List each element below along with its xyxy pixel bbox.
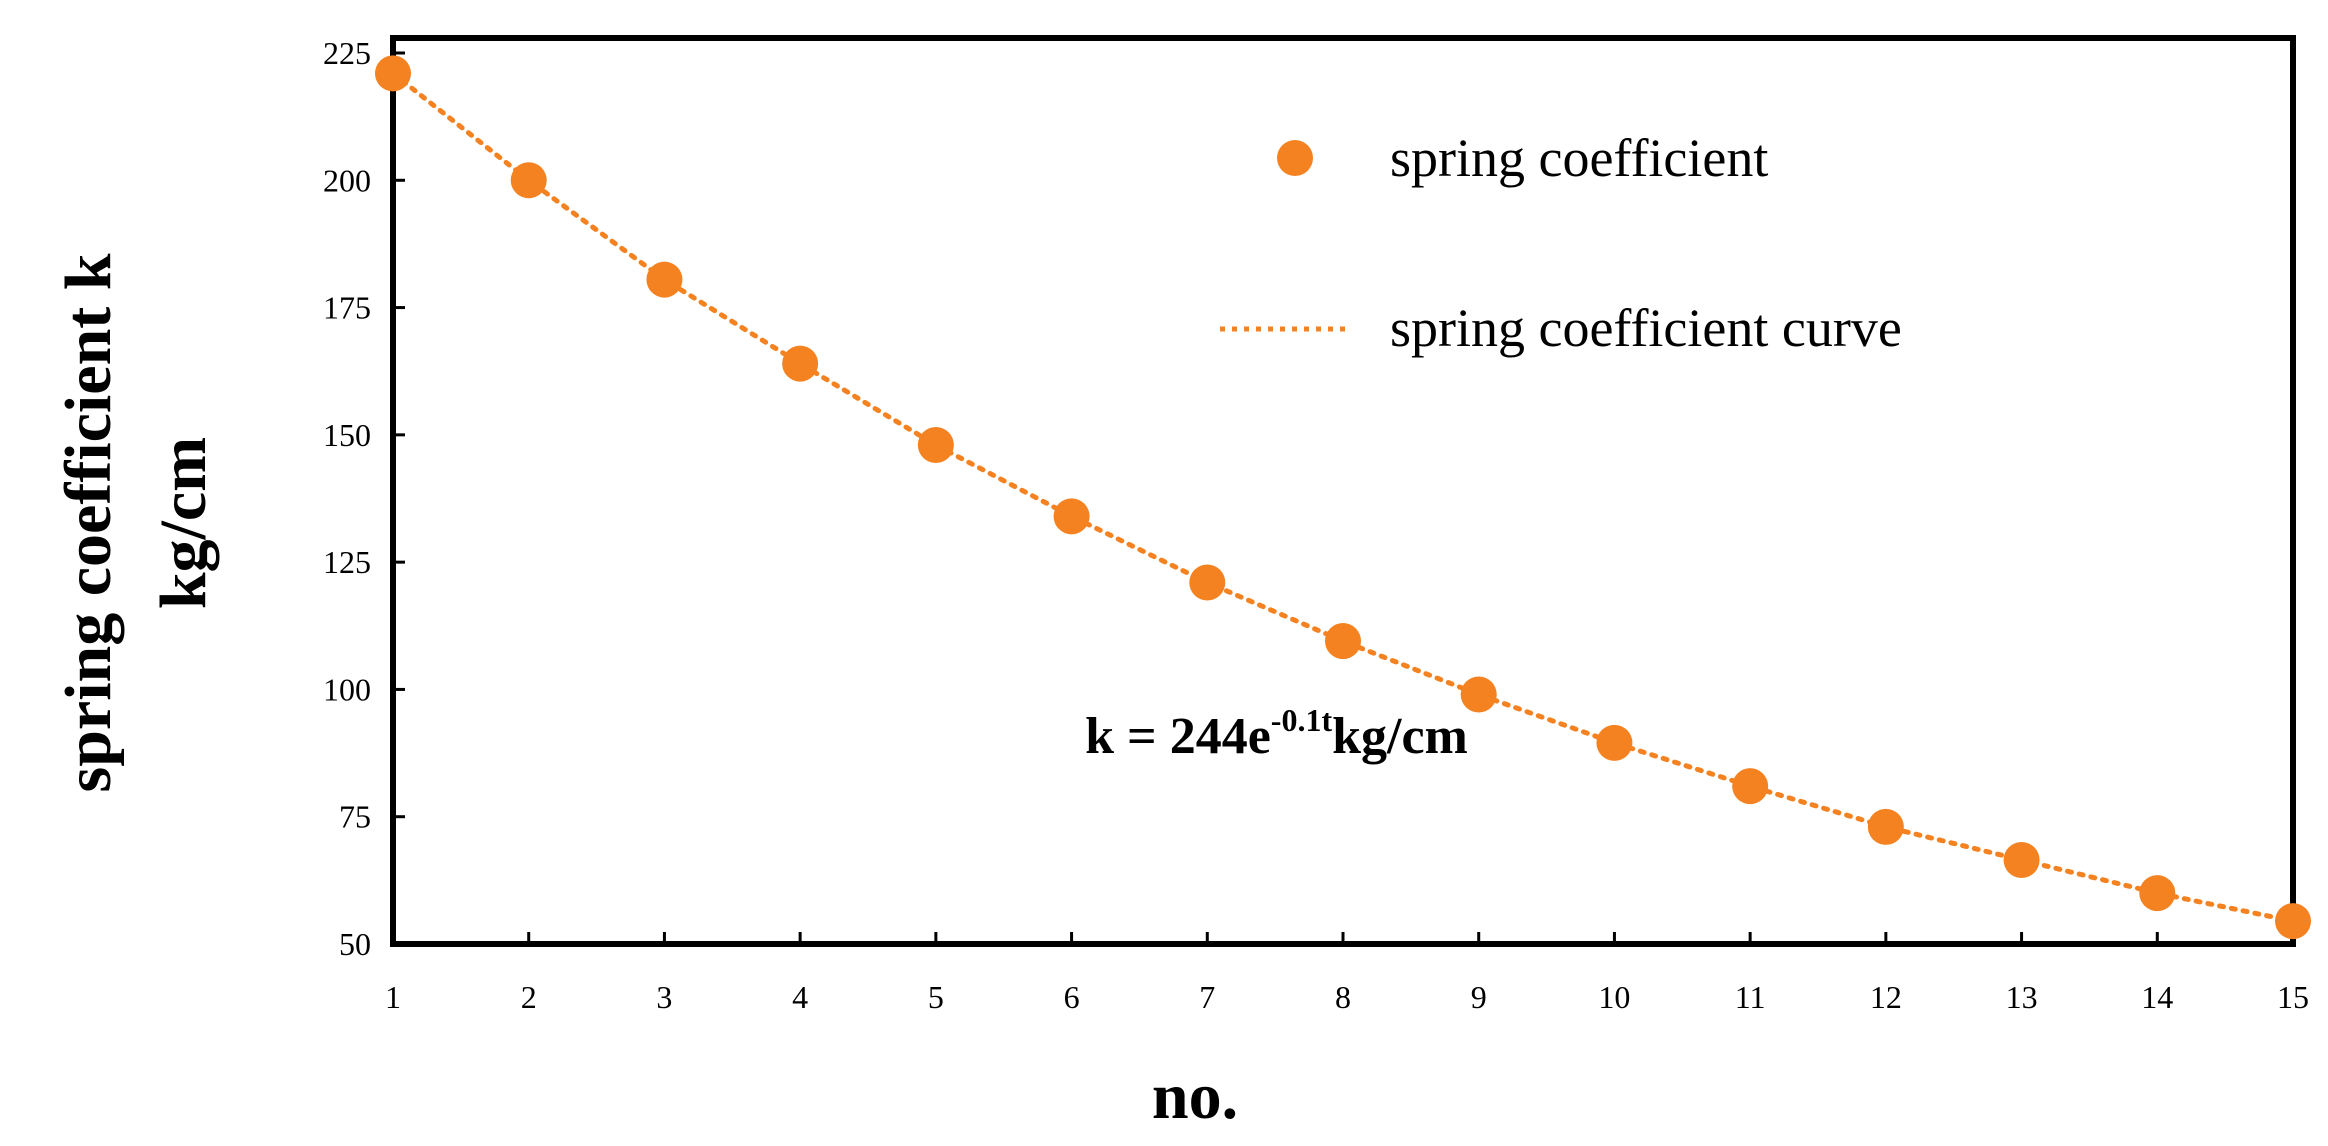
- x-tick-label: 3: [656, 979, 672, 1015]
- equation-exponent: -0.1t: [1271, 702, 1333, 738]
- x-tick-label: 8: [1335, 979, 1351, 1015]
- y-tick-label: 175: [323, 290, 371, 326]
- legend-marker-icon: [1277, 140, 1313, 176]
- x-axis-ticks: 1 2 3 4 5 6 7 8 9 10 11 12 13 14 15: [385, 932, 2309, 1015]
- y-tick-label: 200: [323, 162, 371, 198]
- equation-suffix: kg/cm: [1332, 708, 1468, 765]
- y-tick-label: 150: [323, 417, 371, 453]
- y-tick-label: 100: [323, 671, 371, 707]
- data-point: [2139, 875, 2176, 912]
- x-tick-label: 14: [2141, 979, 2173, 1015]
- x-tick-label: 10: [1598, 979, 1630, 1015]
- y-axis-title-line2: kg/cm: [147, 437, 220, 609]
- x-tick-label: 4: [792, 979, 808, 1015]
- data-point: [375, 55, 411, 92]
- data-point: [510, 162, 547, 199]
- y-tick-label: 125: [323, 544, 371, 580]
- data-point: [1596, 724, 1633, 761]
- data-point: [917, 427, 954, 464]
- data-point: [2275, 903, 2311, 940]
- x-tick-label: 7: [1199, 979, 1215, 1015]
- point-series: [375, 55, 2311, 940]
- x-tick-label: 1: [385, 979, 401, 1015]
- plot-area-frame: [390, 35, 2296, 947]
- legend-label-curve: spring coefficient curve: [1390, 298, 1902, 358]
- data-point: [1325, 623, 1361, 660]
- data-point: [1189, 564, 1226, 601]
- y-tick-label: 225: [323, 35, 371, 71]
- data-point: [2003, 841, 2040, 878]
- curve-line: [390, 70, 2296, 924]
- x-tick-label: 2: [521, 979, 537, 1015]
- x-tick-label: 11: [1735, 979, 1766, 1015]
- y-axis-ticks: 50 75 100 125 150 175 200 225: [323, 35, 405, 962]
- equation-annotation: k = 244e-0.1tkg/cm: [1085, 702, 1468, 765]
- x-tick-label: 13: [2006, 979, 2038, 1015]
- y-axis-title-line1: spring coefficient k: [52, 253, 125, 792]
- data-point: [1867, 808, 1904, 845]
- data-point: [782, 345, 819, 382]
- x-tick-label: 12: [1870, 979, 1902, 1015]
- legend-label-points: spring coefficient: [1390, 128, 1768, 188]
- x-tick-label: 9: [1471, 979, 1487, 1015]
- legend: spring coefficient spring coefficient cu…: [1220, 128, 1902, 358]
- equation-prefix: k = 244e: [1085, 708, 1271, 765]
- y-tick-label: 50: [339, 926, 371, 962]
- x-tick-label: 6: [1064, 979, 1080, 1015]
- data-point: [1460, 676, 1497, 713]
- curve-series: [390, 70, 2296, 924]
- data-point: [646, 261, 683, 298]
- data-point: [1053, 498, 1090, 535]
- y-tick-label: 75: [339, 799, 371, 835]
- x-tick-label: 15: [2277, 979, 2309, 1015]
- data-point: [1732, 768, 1769, 805]
- x-axis-title: no.: [1152, 1060, 1238, 1133]
- x-tick-label: 5: [928, 979, 944, 1015]
